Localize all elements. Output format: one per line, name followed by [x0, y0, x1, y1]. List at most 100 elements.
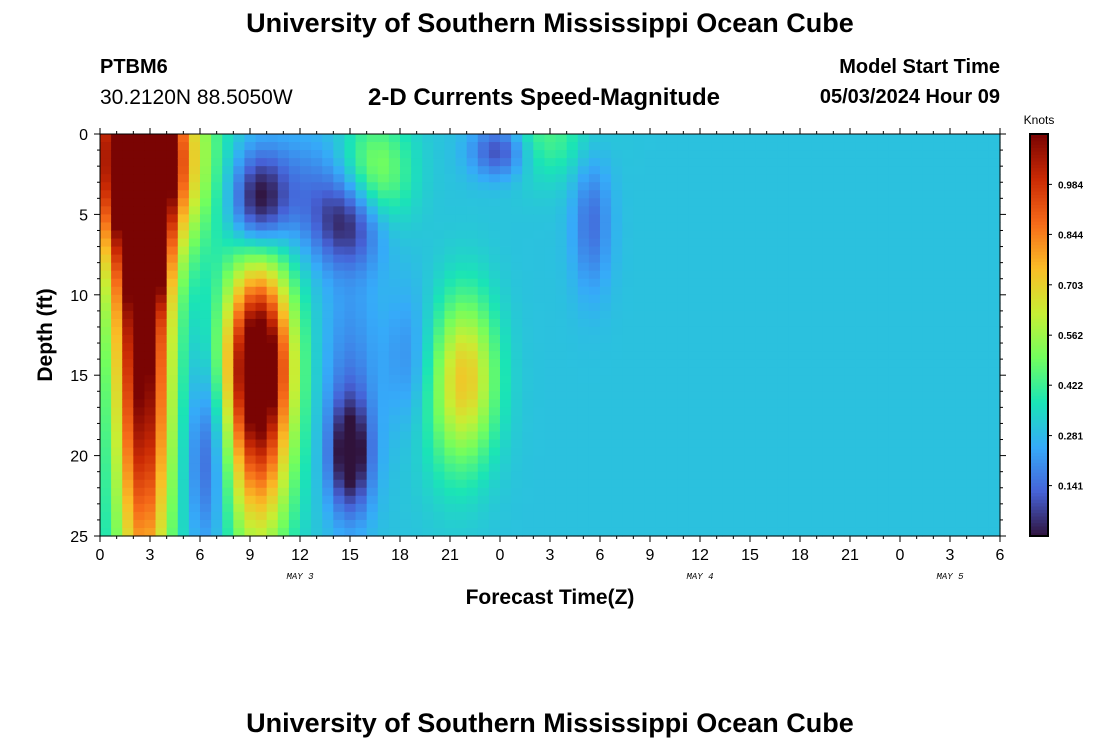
heatmap-cell	[188, 270, 201, 280]
heatmap-cell	[522, 310, 534, 320]
heatmap-cell	[955, 367, 968, 376]
heatmap-cell	[155, 423, 168, 433]
heatmap-cell	[255, 431, 268, 441]
heatmap-cell	[288, 182, 301, 191]
heatmap-cell	[444, 158, 457, 167]
heatmap-cell	[711, 246, 723, 256]
heatmap-cell	[288, 375, 301, 384]
heatmap-cell	[322, 286, 334, 296]
heatmap-cell	[811, 519, 823, 529]
heatmap-cell	[877, 150, 890, 159]
heatmap-cell	[944, 423, 957, 433]
colorbar-swatch	[1030, 201, 1048, 205]
heatmap-cell	[900, 351, 912, 360]
heatmap-cell	[288, 519, 301, 529]
heatmap-cell	[355, 230, 368, 240]
heatmap-cell	[677, 262, 690, 272]
heatmap-cell	[277, 318, 290, 328]
heatmap-cell	[866, 487, 879, 497]
heatmap-cell	[711, 431, 723, 441]
heatmap-cell	[344, 463, 357, 473]
heatmap-cell	[500, 383, 512, 392]
heatmap-cell	[822, 455, 834, 465]
heatmap-cell	[377, 471, 390, 481]
heatmap-cell	[777, 351, 790, 360]
heatmap-cell	[766, 359, 779, 368]
heatmap-cell	[800, 286, 812, 296]
heatmap-cell	[155, 351, 168, 360]
heatmap-cell	[788, 294, 801, 304]
heatmap-cell	[422, 158, 434, 167]
heatmap-cell	[133, 415, 146, 425]
heatmap-cell	[388, 246, 401, 256]
heatmap-cell	[677, 351, 690, 360]
heatmap-cell	[822, 367, 834, 376]
colorbar-tick-label: 0.844	[1058, 230, 1083, 241]
heatmap-cell	[911, 439, 923, 449]
colorbar-swatch	[1030, 281, 1048, 286]
heatmap-cell	[911, 318, 923, 328]
heatmap-cell	[433, 335, 446, 344]
heatmap-cell	[855, 238, 868, 248]
heatmap-cell	[600, 270, 612, 280]
heatmap-cell	[144, 343, 157, 352]
heatmap-cell	[966, 262, 979, 272]
heatmap-cell	[422, 375, 434, 384]
heatmap-cell	[855, 391, 868, 400]
heatmap-cell	[122, 246, 134, 256]
heatmap-cell	[733, 447, 746, 457]
heatmap-cell	[811, 278, 823, 288]
heatmap-cell	[155, 399, 168, 408]
heatmap-cell	[877, 318, 890, 328]
heatmap-cell	[222, 479, 234, 489]
heatmap-cell	[800, 214, 812, 224]
heatmap-cell	[466, 351, 479, 360]
heatmap-cell	[600, 206, 612, 215]
heatmap-cell	[222, 463, 234, 473]
heatmap-cell	[455, 479, 468, 489]
heatmap-cell	[888, 182, 901, 191]
heatmap-cell	[100, 495, 112, 505]
heatmap-cell	[800, 318, 812, 328]
colorbar-swatch	[1030, 291, 1048, 296]
heatmap-cell	[288, 359, 301, 368]
heatmap-cell	[977, 214, 990, 224]
colorbar-swatch	[1030, 174, 1048, 179]
heatmap-cell	[944, 150, 957, 159]
heatmap-cell	[300, 471, 312, 481]
heatmap-cell	[577, 262, 590, 272]
heatmap-cell	[744, 166, 757, 175]
heatmap-cell	[155, 511, 168, 521]
heatmap-cell	[255, 519, 268, 529]
heatmap-cell	[288, 479, 301, 489]
heatmap-cell	[644, 198, 657, 207]
heatmap-cell	[277, 503, 290, 513]
heatmap-cell	[655, 286, 668, 296]
heatmap-cell	[566, 286, 579, 296]
heatmap-cell	[755, 142, 768, 151]
heatmap-cell	[566, 407, 579, 416]
heatmap-cell	[188, 182, 201, 191]
heatmap-cell	[966, 174, 979, 183]
heatmap-cell	[511, 166, 523, 175]
heatmap-cell	[822, 463, 834, 473]
heatmap-cell	[888, 463, 901, 473]
heatmap-cell	[533, 222, 546, 232]
heatmap-cell	[566, 463, 579, 473]
heatmap-cell	[377, 302, 390, 312]
heatmap-cell	[400, 190, 412, 199]
heatmap-cell	[555, 278, 568, 288]
heatmap-cell	[800, 270, 812, 280]
heatmap-cell	[122, 335, 134, 344]
heatmap-cell	[711, 326, 723, 336]
heatmap-cell	[877, 519, 890, 529]
heatmap-cell	[588, 238, 601, 248]
heatmap-cell	[733, 335, 746, 344]
heatmap-cell	[900, 495, 912, 505]
heatmap-cell	[611, 519, 623, 529]
colorbar-swatch	[1030, 318, 1048, 323]
heatmap-cell	[166, 343, 179, 352]
heatmap-cell	[966, 439, 979, 449]
heatmap-cell	[788, 174, 801, 183]
heatmap-cell	[966, 214, 979, 224]
